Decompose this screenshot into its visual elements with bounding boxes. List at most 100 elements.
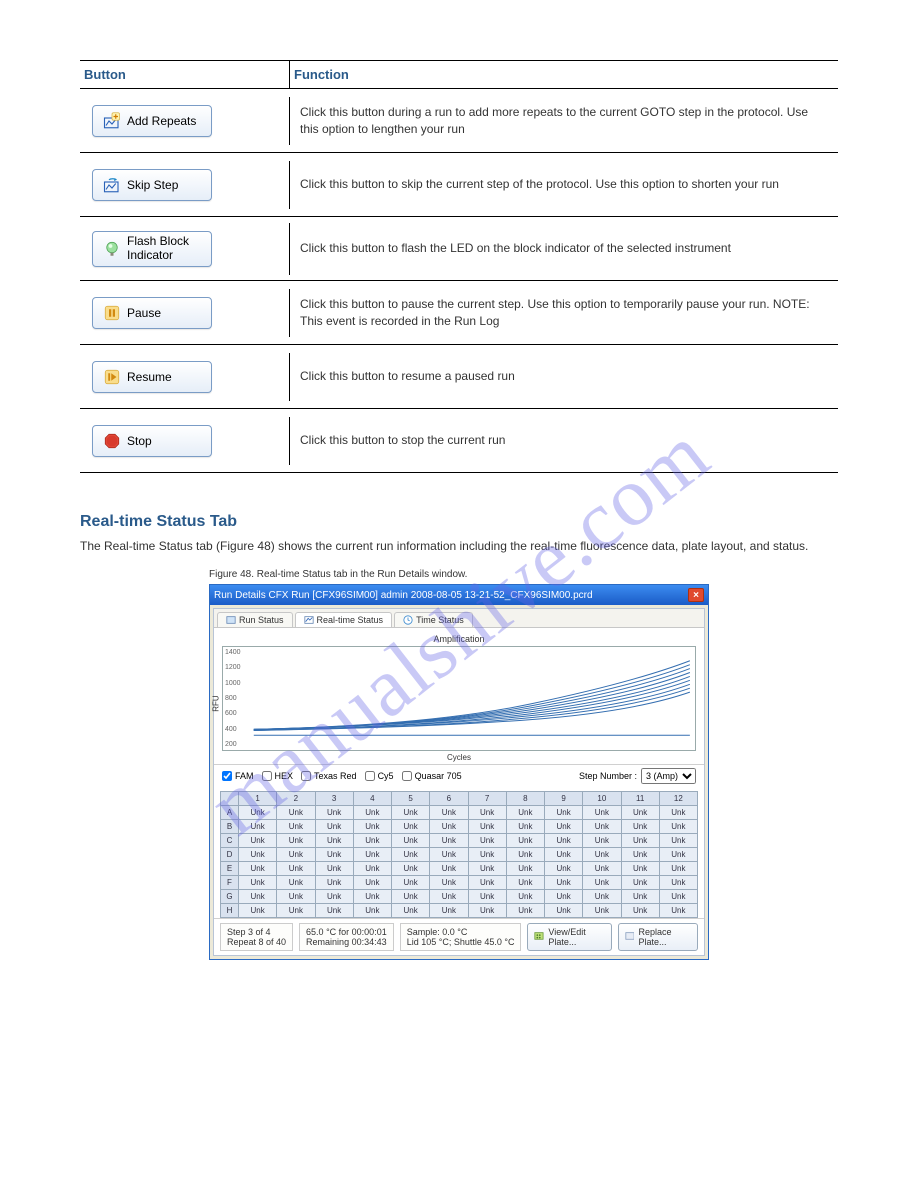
plate-well[interactable]: Unk [621,876,659,890]
plate-well[interactable]: Unk [506,806,544,820]
plate-well[interactable]: Unk [545,848,583,862]
fluor-texasred-checkbox[interactable]: Texas Red [301,771,357,781]
plate-well[interactable]: Unk [545,806,583,820]
plate-well[interactable]: Unk [277,848,315,862]
plate-well[interactable]: Unk [583,876,621,890]
plate-well[interactable]: Unk [392,820,430,834]
plate-well[interactable]: Unk [659,834,697,848]
plate-well[interactable]: Unk [468,862,506,876]
replace-plate-button[interactable]: Replace Plate... [618,923,698,951]
plate-well[interactable]: Unk [468,820,506,834]
plate-well[interactable]: Unk [583,890,621,904]
plate-well[interactable]: Unk [659,848,697,862]
plate-well[interactable]: Unk [659,862,697,876]
plate-well[interactable]: Unk [277,820,315,834]
plate-well[interactable]: Unk [583,904,621,918]
close-icon[interactable]: × [688,588,704,602]
plate-well[interactable]: Unk [315,820,353,834]
tab-time-status[interactable]: Time Status [394,612,473,627]
plate-well[interactable]: Unk [315,890,353,904]
plate-well[interactable]: Unk [545,904,583,918]
plate-well[interactable]: Unk [583,806,621,820]
add-repeats-button[interactable]: Add Repeats [92,105,212,137]
plate-well[interactable]: Unk [239,890,277,904]
plate-well[interactable]: Unk [468,806,506,820]
plate-well[interactable]: Unk [430,876,468,890]
plate-well[interactable]: Unk [506,848,544,862]
plate-well[interactable]: Unk [659,876,697,890]
plate-well[interactable]: Unk [239,820,277,834]
plate-well[interactable]: Unk [392,806,430,820]
plate-well[interactable]: Unk [659,890,697,904]
tab-run-status[interactable]: Run Status [217,612,293,627]
plate-well[interactable]: Unk [659,806,697,820]
plate-well[interactable]: Unk [583,848,621,862]
plate-well[interactable]: Unk [621,904,659,918]
plate-well[interactable]: Unk [315,904,353,918]
plate-well[interactable]: Unk [545,834,583,848]
plate-well[interactable]: Unk [392,876,430,890]
plate-well[interactable]: Unk [353,862,391,876]
plate-well[interactable]: Unk [392,848,430,862]
skip-step-button[interactable]: Skip Step [92,169,212,201]
plate-well[interactable]: Unk [315,834,353,848]
plate-well[interactable]: Unk [506,904,544,918]
plate-well[interactable]: Unk [430,848,468,862]
plate-well[interactable]: Unk [315,862,353,876]
plate-well[interactable]: Unk [583,834,621,848]
plate-well[interactable]: Unk [545,820,583,834]
plate-well[interactable]: Unk [430,820,468,834]
plate-well[interactable]: Unk [239,834,277,848]
plate-well[interactable]: Unk [277,890,315,904]
plate-well[interactable]: Unk [468,904,506,918]
plate-well[interactable]: Unk [430,890,468,904]
plate-well[interactable]: Unk [239,862,277,876]
plate-well[interactable]: Unk [353,834,391,848]
plate-well[interactable]: Unk [353,890,391,904]
plate-well[interactable]: Unk [353,820,391,834]
plate-well[interactable]: Unk [506,862,544,876]
plate-well[interactable]: Unk [468,834,506,848]
plate-well[interactable]: Unk [583,820,621,834]
stop-button[interactable]: Stop [92,425,212,457]
plate-well[interactable]: Unk [545,890,583,904]
step-number-select[interactable]: 3 (Amp) [641,768,696,784]
plate-well[interactable]: Unk [392,834,430,848]
plate-well[interactable]: Unk [506,834,544,848]
plate-well[interactable]: Unk [621,834,659,848]
pause-button[interactable]: Pause [92,297,212,329]
plate-well[interactable]: Unk [239,904,277,918]
plate-well[interactable]: Unk [430,806,468,820]
plate-well[interactable]: Unk [430,834,468,848]
plate-well[interactable]: Unk [315,848,353,862]
plate-well[interactable]: Unk [506,890,544,904]
plate-well[interactable]: Unk [392,904,430,918]
plate-well[interactable]: Unk [239,876,277,890]
resume-button[interactable]: Resume [92,361,212,393]
plate-well[interactable]: Unk [621,890,659,904]
plate-well[interactable]: Unk [277,904,315,918]
plate-well[interactable]: Unk [277,806,315,820]
plate-well[interactable]: Unk [621,862,659,876]
plate-well[interactable]: Unk [468,876,506,890]
plate-well[interactable]: Unk [353,876,391,890]
plate-well[interactable]: Unk [315,806,353,820]
plate-well[interactable]: Unk [545,862,583,876]
fluor-quasar705-checkbox[interactable]: Quasar 705 [402,771,462,781]
plate-well[interactable]: Unk [353,848,391,862]
plate-well[interactable]: Unk [621,806,659,820]
plate-well[interactable]: Unk [659,820,697,834]
fluor-hex-checkbox[interactable]: HEX [262,771,294,781]
plate-well[interactable]: Unk [545,876,583,890]
plate-well[interactable]: Unk [353,806,391,820]
tab-realtime-status[interactable]: Real-time Status [295,612,393,627]
flash-block-indicator-button[interactable]: Flash Block Indicator [92,231,212,267]
plate-well[interactable]: Unk [506,820,544,834]
view-edit-plate-button[interactable]: View/Edit Plate... [527,923,611,951]
plate-well[interactable]: Unk [506,876,544,890]
plate-well[interactable]: Unk [277,876,315,890]
plate-well[interactable]: Unk [583,862,621,876]
plate-well[interactable]: Unk [430,862,468,876]
plate-well[interactable]: Unk [621,820,659,834]
plate-well[interactable]: Unk [659,904,697,918]
